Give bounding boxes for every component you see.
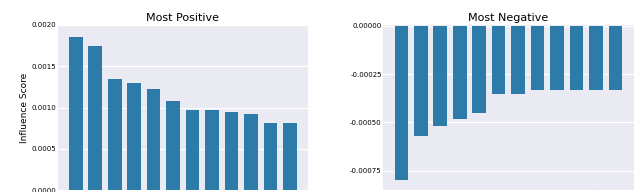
Bar <box>127 83 141 190</box>
Bar <box>88 46 102 190</box>
Bar <box>609 26 622 90</box>
Bar <box>433 26 447 126</box>
Bar <box>166 101 180 190</box>
Bar <box>472 26 486 113</box>
Bar <box>394 26 408 180</box>
Title: Most Negative: Most Negative <box>468 13 548 23</box>
Bar <box>453 26 467 119</box>
Bar <box>570 26 583 90</box>
Bar <box>283 123 297 190</box>
Bar <box>244 114 258 190</box>
Title: Most Positive: Most Positive <box>147 13 220 23</box>
Bar <box>147 89 161 190</box>
Bar <box>264 123 277 190</box>
Bar <box>589 26 603 90</box>
Bar <box>69 37 83 190</box>
Bar <box>511 26 525 94</box>
Bar <box>205 110 219 190</box>
Bar <box>414 26 428 136</box>
Y-axis label: Influence Score: Influence Score <box>20 72 29 143</box>
Bar <box>186 110 199 190</box>
Bar <box>225 112 238 190</box>
Bar <box>108 79 122 190</box>
Bar <box>531 26 545 90</box>
Bar <box>550 26 564 90</box>
Bar <box>492 26 506 94</box>
